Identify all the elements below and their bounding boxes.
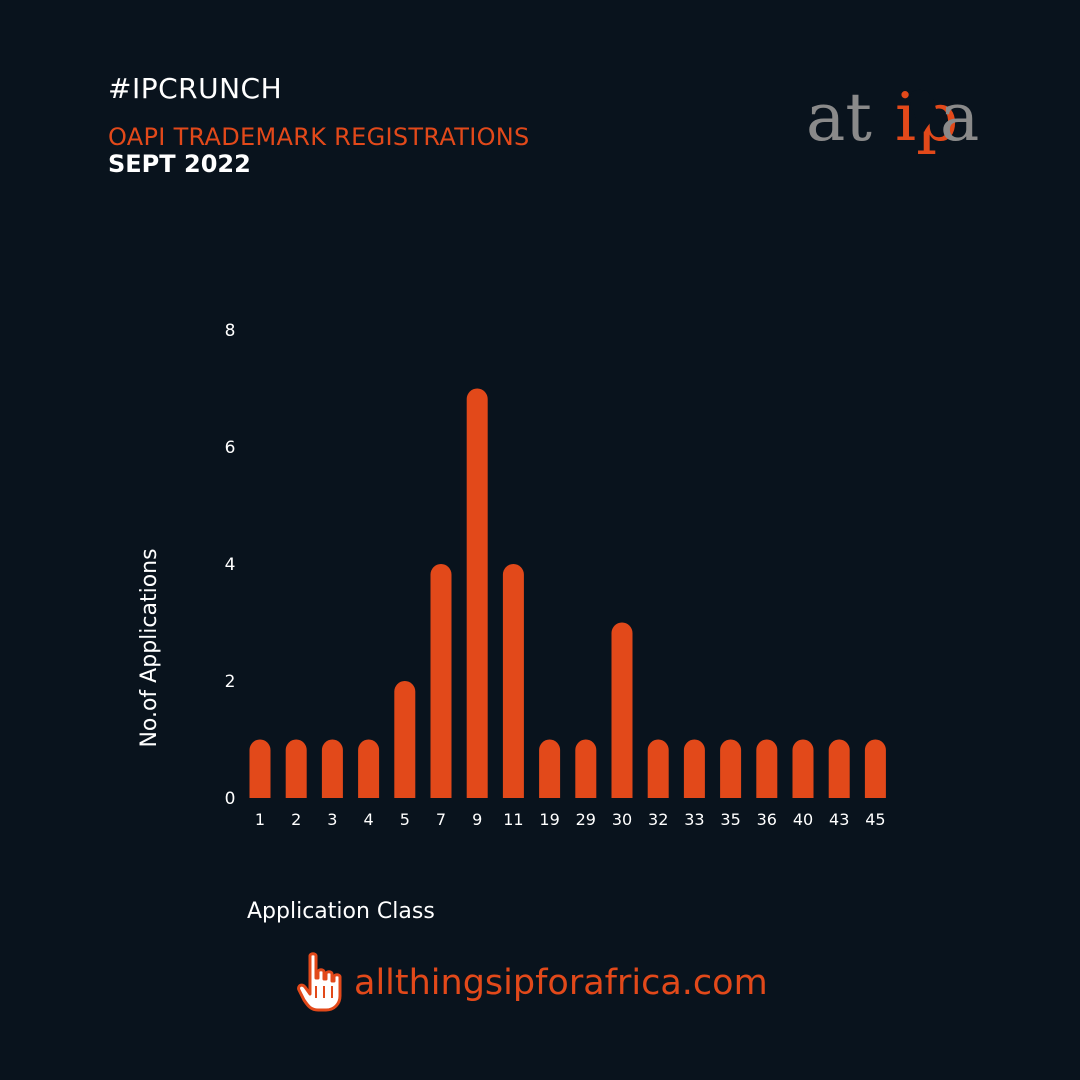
bar-class-4 [358,739,380,798]
x-tick-label: 45 [865,810,885,829]
x-tick-label: 33 [684,810,704,829]
bar-class-1 [249,739,271,798]
pointing-hand-icon [297,952,342,1012]
x-tick-label: 29 [576,810,596,829]
x-tick-label: 19 [539,810,559,829]
x-tick-label: 4 [364,810,374,829]
y-tick-label: 8 [225,321,236,341]
x-tick-label: 5 [400,810,410,829]
bar-class-29 [575,739,597,798]
x-tick-label: 40 [793,810,813,829]
y-tick-label: 4 [225,555,236,575]
bar-class-33 [683,739,705,798]
bar-class-11 [502,564,524,798]
website-link-text[interactable]: allthingsipforafrica.com [354,963,768,1003]
y-tick-label: 6 [225,438,236,458]
x-tick-label: 9 [472,810,482,829]
atipa-logo: at ip a [806,80,979,156]
x-axis-label: Application Class [247,899,435,924]
bar-class-9 [466,388,488,798]
chart-title: OAPI TRADEMARK REGISTRATIONS [108,123,530,151]
x-tick-label: 43 [829,810,849,829]
logo-text-right: a [940,80,979,156]
website-link[interactable]: allthingsipforafrica.com [296,952,768,1014]
x-tick-label: 36 [757,810,777,829]
x-tick-label: 7 [436,810,446,829]
bar-class-5 [394,681,416,798]
bars [249,388,886,798]
bar-class-19 [539,739,561,798]
bar-class-30 [611,622,633,798]
x-axis-ticks: 1 2 3 4 5 7 9 11 19 29 30 32 33 35 36 40 43 45 [255,810,886,829]
x-tick-label: 1 [255,810,265,829]
x-tick-label: 32 [648,810,668,829]
bar-class-36 [756,739,778,798]
bar-class-7 [430,564,452,798]
x-tick-label: 11 [503,810,523,829]
chart-subtitle: SEPT 2022 [108,150,251,178]
bar-class-45 [864,739,886,798]
y-axis-label: No.of Applications [137,548,162,747]
logo-text-left: at [806,80,872,156]
x-tick-label: 2 [291,810,301,829]
x-tick-label: 3 [327,810,337,829]
bar-class-35 [720,739,742,798]
x-tick-label: 35 [720,810,740,829]
x-tick-label: 30 [612,810,632,829]
y-tick-label: 0 [225,789,236,809]
bar-class-40 [792,739,814,798]
y-axis-ticks: 0 2 4 6 8 [225,321,236,809]
y-tick-label: 2 [225,672,236,692]
africa-map-icon [909,89,938,132]
bar-class-43 [828,739,850,798]
bar-class-32 [647,739,669,798]
bar-class-2 [285,739,307,798]
hashtag: #IPCRUNCH [108,72,283,105]
bar-class-3 [321,739,343,798]
